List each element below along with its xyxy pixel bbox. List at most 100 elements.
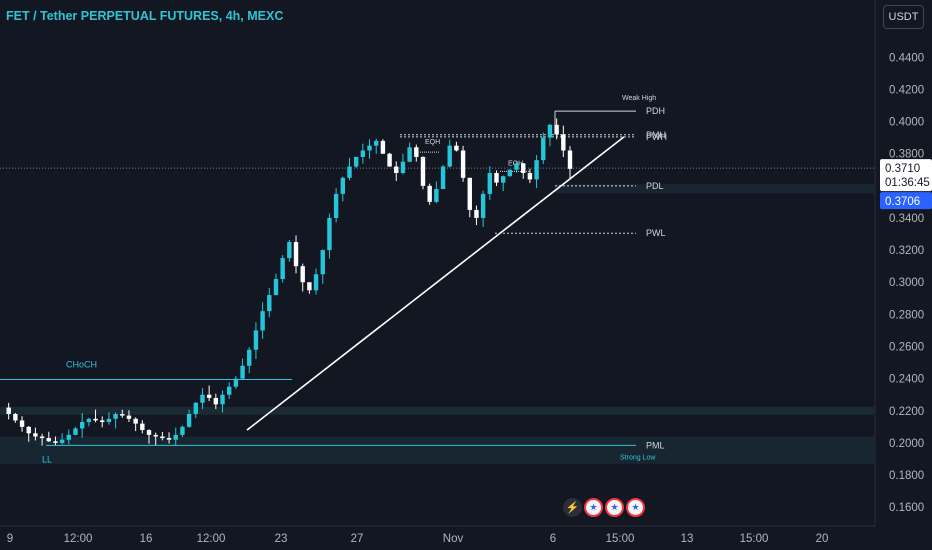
candle-body <box>233 378 239 387</box>
candle-body <box>206 394 212 398</box>
candle-body <box>227 386 232 395</box>
candle-body <box>347 166 352 178</box>
candle-body <box>367 145 372 151</box>
x-tick-label: 6 <box>550 533 556 545</box>
candle-body <box>407 147 412 162</box>
x-tick-label: 20 <box>816 533 829 545</box>
candle-body <box>420 156 426 186</box>
us-flag-icon[interactable]: ★ <box>584 498 603 517</box>
candle-body <box>374 140 379 146</box>
x-tick-label: 16 <box>140 533 153 545</box>
currency-button[interactable]: USDT <box>883 5 924 29</box>
x-tick-label: 12:00 <box>197 533 226 545</box>
last-price-label: 0.3710 <box>885 163 920 175</box>
candle-body <box>320 250 325 275</box>
candle-body <box>253 330 259 350</box>
candle-body <box>86 418 92 423</box>
y-tick-label: 0.3000 <box>889 277 924 289</box>
candle-body <box>447 145 452 167</box>
candle-body <box>193 402 198 414</box>
candle-body <box>427 185 432 202</box>
candle-body <box>467 177 472 210</box>
y-tick-label: 0.3400 <box>889 213 924 225</box>
candle-body <box>394 166 399 173</box>
x-tick-label: 9 <box>7 533 13 545</box>
candle-body <box>66 434 72 440</box>
annotation-weak-high: Weak High <box>622 95 656 102</box>
y-tick-label: 0.1600 <box>889 502 924 514</box>
candle-body <box>561 134 566 151</box>
x-tick-label: 12:00 <box>64 533 93 545</box>
us-flag-icon[interactable]: ★ <box>626 498 645 517</box>
y-tick-label: 0.4000 <box>889 117 924 129</box>
candle-body <box>500 176 506 183</box>
y-tick-label: 0.2000 <box>889 438 924 450</box>
candle-body <box>487 172 493 194</box>
y-tick-label: 0.2600 <box>889 342 924 354</box>
current-price-box <box>880 192 932 210</box>
candle-body <box>313 274 319 291</box>
candle-body <box>547 124 553 138</box>
x-tick-label: 23 <box>275 533 288 545</box>
candle-body <box>387 153 392 167</box>
candle-body <box>39 436 45 439</box>
candle-body <box>53 441 58 443</box>
candle-body <box>554 124 559 135</box>
eqh-label: EQH <box>425 139 440 146</box>
y-tick-label: 0.3200 <box>889 245 924 257</box>
us-flag-icon[interactable]: ★ <box>605 498 624 517</box>
candle-body <box>120 413 125 416</box>
candle-body <box>200 394 205 403</box>
y-tick-label: 0.4400 <box>889 52 924 64</box>
candle-body <box>93 418 98 421</box>
candle-body <box>360 150 366 157</box>
candle-body <box>267 295 272 312</box>
candle-body <box>140 423 145 431</box>
candle-body <box>240 365 245 379</box>
zone-band <box>555 184 875 194</box>
candle-body <box>166 438 172 440</box>
event-icons: ⚡ ★ ★ ★ <box>563 498 645 517</box>
candle-body <box>126 415 132 419</box>
candle-body <box>480 193 486 218</box>
candle-body <box>6 407 11 414</box>
annotation-strong-low: Strong Low <box>620 454 656 461</box>
candle-body <box>521 163 526 173</box>
candle-body <box>113 413 118 419</box>
level-label: PDL <box>646 181 664 191</box>
candle-body <box>106 418 112 423</box>
y-tick-label: 0.2800 <box>889 309 924 321</box>
candle-body <box>514 163 519 170</box>
chart-title: FET / Tether PERPETUAL FUTURES, 4h, MEXC <box>6 9 284 23</box>
x-tick-label: Nov <box>443 533 464 545</box>
candle-body <box>340 177 345 194</box>
level-label: PDH <box>646 106 665 116</box>
x-tick-label: 15:00 <box>606 533 635 545</box>
candle-body <box>460 150 466 178</box>
candle-body <box>133 418 138 424</box>
candle-body <box>153 434 158 437</box>
y-tick-label: 0.3800 <box>889 149 924 161</box>
level-label: PMH <box>646 130 666 140</box>
candle-body <box>474 209 479 218</box>
candle-body <box>146 430 152 435</box>
candle-body <box>160 436 165 439</box>
candle-body <box>33 433 38 437</box>
x-tick-label: 15:00 <box>740 533 769 545</box>
countdown-label: 01:36:45 <box>885 177 930 189</box>
candle-body <box>567 150 573 169</box>
candle-body <box>287 242 292 259</box>
candle-body <box>273 279 279 296</box>
candle-body <box>180 426 185 435</box>
level-label: PML <box>646 440 665 450</box>
lightning-icon[interactable]: ⚡ <box>563 498 582 517</box>
candle-body <box>247 349 252 366</box>
candle-body <box>173 434 178 440</box>
candle-body <box>220 394 225 405</box>
candle-body <box>100 420 105 423</box>
candle-body <box>13 413 18 421</box>
candle-body <box>434 189 439 202</box>
candle-body <box>414 147 419 157</box>
